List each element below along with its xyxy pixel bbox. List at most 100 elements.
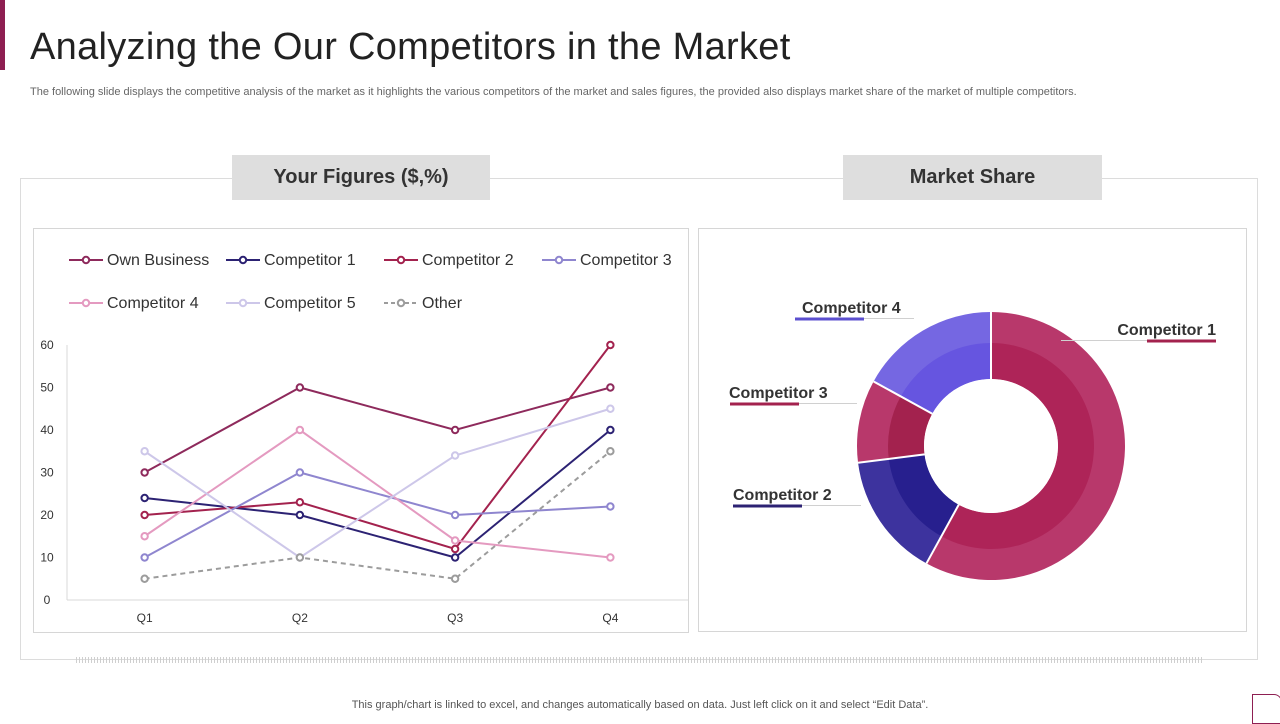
data-point[interactable]: [140, 532, 149, 541]
slice-label-competitor-1: Competitor 1: [1061, 322, 1216, 343]
legend-marker: [238, 255, 248, 265]
legend-item-competitor-1[interactable]: Competitor 1: [226, 252, 356, 269]
data-point[interactable]: [450, 553, 460, 562]
data-point[interactable]: [295, 425, 305, 435]
legend-label: Competitor 5: [264, 295, 356, 312]
legend-marker: [554, 255, 564, 265]
slice-label-competitor-3: Competitor 3: [729, 385, 857, 406]
slice-inner: [888, 396, 933, 459]
data-point[interactable]: [606, 553, 615, 562]
legend-label: Competitor 4: [107, 295, 199, 312]
market-share-tab-heading: Market Share: [843, 155, 1102, 200]
series-line: [144, 450, 612, 580]
slice-competitor-3[interactable]: [857, 381, 933, 463]
x-tick-label: Q3: [447, 611, 463, 625]
legend-label: Own Business: [107, 252, 209, 269]
legend-item-competitor-3[interactable]: Competitor 3: [542, 252, 672, 269]
data-point[interactable]: [450, 425, 460, 435]
slice-label-text: Competitor 2: [733, 487, 832, 504]
slice-competitor-2[interactable]: [858, 454, 959, 564]
legend-marker: [396, 255, 406, 265]
y-tick-label: 60: [40, 338, 54, 352]
legend-marker: [81, 298, 91, 308]
series-other[interactable]: [140, 447, 615, 583]
data-point[interactable]: [140, 447, 149, 456]
slice-label-competitor-2: Competitor 2: [733, 487, 861, 508]
data-point[interactable]: [140, 553, 149, 562]
footer-divider: [76, 657, 1204, 663]
legend-item-competitor-5[interactable]: Competitor 5: [226, 295, 356, 312]
legend-item-competitor-2[interactable]: Competitor 2: [384, 252, 514, 269]
y-tick-label: 50: [40, 381, 54, 395]
legend-label: Competitor 3: [580, 252, 672, 269]
data-point[interactable]: [606, 447, 615, 456]
data-point[interactable]: [450, 574, 460, 583]
data-point[interactable]: [295, 498, 305, 507]
series-competitor-2[interactable]: [140, 340, 615, 554]
legend-marker: [396, 298, 406, 308]
legend-label: Other: [422, 295, 463, 312]
series-competitor-5[interactable]: [140, 404, 615, 562]
accent-bar: [0, 0, 5, 70]
data-point[interactable]: [295, 383, 305, 392]
line-chart-panel[interactable]: 0 10 20 30 40 50 60 Q1 Q2 Q3 Q4 Own Business Competi…: [33, 228, 689, 633]
series-line: [144, 471, 611, 559]
footnote: This graph/chart is linked to excel, and…: [351, 699, 929, 711]
y-tick-label: 20: [40, 508, 54, 522]
donut-chart[interactable]: Competitor 1 Competitor 2 Competitor 3 Comp…: [699, 229, 1246, 631]
slice-competitor-1[interactable]: [926, 312, 1125, 580]
data-point[interactable]: [606, 502, 615, 511]
series-line: [144, 344, 612, 551]
slice-label-text: Competitor 4: [802, 300, 901, 317]
series-line: [144, 407, 611, 559]
x-tick-label: Q4: [602, 611, 618, 625]
slice-separator: [873, 380, 933, 415]
donut-chart-panel[interactable]: Competitor 1 Competitor 2 Competitor 3 Comp…: [698, 228, 1247, 632]
series-line: [144, 386, 611, 474]
slice-separator: [925, 504, 960, 564]
y-tick-label: 0: [44, 593, 51, 607]
donut-hole: [924, 379, 1058, 513]
legend-item-own-business[interactable]: Own Business: [69, 252, 209, 269]
legend-label: Competitor 1: [264, 252, 356, 269]
series-own-business[interactable]: [140, 383, 615, 477]
legend-marker: [238, 298, 248, 308]
line-chart[interactable]: 0 10 20 30 40 50 60 Q1 Q2 Q3 Q4 Own Business Competi…: [34, 229, 688, 632]
data-point[interactable]: [450, 536, 460, 545]
legend-item-competitor-4[interactable]: Competitor 4: [69, 295, 199, 312]
data-point[interactable]: [140, 510, 149, 520]
slice-inner: [900, 343, 991, 414]
series-competitor-4[interactable]: [140, 425, 615, 562]
y-tick-label: 30: [40, 466, 54, 480]
y-tick-label: 40: [40, 423, 54, 437]
series-competitor-3[interactable]: [140, 468, 615, 562]
slice-inner: [941, 343, 1094, 549]
data-point[interactable]: [606, 425, 615, 435]
series-competitor-1[interactable]: [140, 425, 615, 562]
x-tick-label: Q1: [137, 611, 153, 625]
page-title: Analyzing the Our Competitors in the Mar…: [30, 26, 791, 68]
data-point[interactable]: [450, 544, 460, 554]
data-point[interactable]: [295, 468, 305, 477]
legend-label: Competitor 2: [422, 252, 514, 269]
data-point[interactable]: [606, 404, 615, 413]
data-point[interactable]: [295, 553, 305, 562]
data-point[interactable]: [140, 468, 149, 477]
legend-marker: [81, 255, 91, 265]
slice-inner: [888, 454, 959, 537]
data-point[interactable]: [450, 510, 460, 520]
x-tick-label: Q2: [292, 611, 308, 625]
slice-label-competitor-4: Competitor 4: [795, 300, 914, 321]
data-point[interactable]: [606, 340, 615, 350]
slice-separator: [857, 453, 925, 464]
series-line: [144, 429, 612, 559]
slice-competitor-4[interactable]: [873, 312, 991, 414]
data-point[interactable]: [606, 383, 615, 392]
page-subtitle: The following slide displays the competi…: [30, 86, 1077, 98]
data-point[interactable]: [295, 510, 305, 520]
data-point[interactable]: [140, 574, 149, 583]
data-point[interactable]: [140, 493, 149, 503]
data-point[interactable]: [450, 451, 460, 460]
legend-item-other[interactable]: Other: [384, 295, 463, 312]
slice-label-text: Competitor 3: [729, 385, 828, 402]
